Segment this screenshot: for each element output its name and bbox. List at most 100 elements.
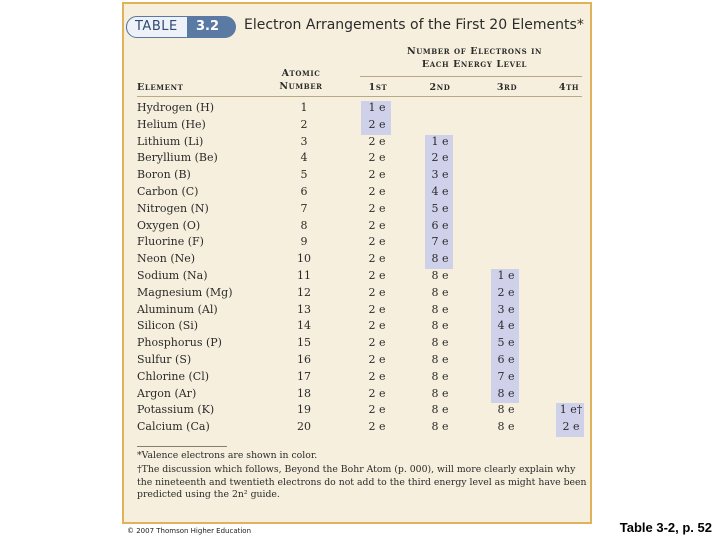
element-name: Sulfur (S) (137, 353, 192, 366)
level-2-electrons: 1 e (431, 134, 449, 148)
element-name: Fluorine (F) (137, 235, 204, 249)
level-1-electrons: 2 e (368, 134, 386, 148)
atomic-number: 7 (300, 201, 308, 215)
valence-highlight-level-1 (361, 101, 391, 135)
table-badge-label: TABLE (126, 16, 188, 38)
level-3-electrons (491, 150, 521, 167)
level-4-electrons (556, 134, 586, 151)
atomic-number: 14 (297, 319, 311, 333)
level-4-electrons: 1 e† (559, 403, 583, 417)
header-level-1: 1st (368, 82, 388, 93)
atomic-number: 15 (297, 336, 311, 350)
atomic-number: 3 (300, 134, 308, 148)
element-name: Magnesium (Mg) (137, 285, 233, 299)
header-level-4: 4th (558, 82, 580, 93)
level-2-electrons: 8 e (431, 319, 449, 333)
level-2-electrons: 8 e (431, 285, 449, 299)
level-3-electrons (491, 251, 521, 268)
element-name: Silicon (Si) (137, 319, 199, 333)
element-name: Boron (B) (137, 168, 191, 182)
level-2-electrons: 5 e (431, 201, 449, 215)
element-name: Nitrogen (N) (137, 201, 209, 215)
level-4-electrons (556, 234, 586, 251)
level-4-electrons (556, 352, 586, 369)
level-3-electrons (491, 234, 521, 251)
level-2-electrons: 8 e (431, 269, 449, 282)
level-1-electrons: 2 e (368, 403, 386, 417)
level-3-electrons: 8 e (497, 386, 515, 400)
atomic-number: 4 (300, 151, 308, 165)
level-1-electrons: 2 e (368, 151, 386, 165)
level-1-electrons: 2 e (368, 168, 386, 182)
element-name: Aluminum (Al) (137, 302, 218, 316)
level-3-electrons: 6 e (497, 353, 515, 366)
footnote-rule (137, 446, 227, 447)
level-3-electrons: 2 e (497, 285, 515, 299)
level-1-electrons: 2 e (368, 319, 386, 333)
header-element: Element (137, 82, 184, 93)
level-3-electrons (491, 100, 521, 117)
level-3-electrons: 7 e (497, 369, 515, 383)
header-level-3: 3rd (496, 82, 518, 93)
level-3-electrons: 3 e (497, 302, 515, 316)
element-name: Chlorine (Cl) (137, 369, 210, 383)
element-name: Carbon (C) (137, 185, 199, 198)
table-title: Electron Arrangements of the First 20 El… (244, 17, 584, 33)
atomic-number: 13 (297, 302, 311, 316)
level-1-electrons: 1 e (368, 101, 386, 114)
level-2-electrons: 8 e (431, 369, 449, 383)
group-header-rule (360, 76, 582, 77)
level-2-electrons: 7 e (431, 235, 449, 249)
level-1-electrons: 2 e (368, 201, 386, 215)
atomic-number: 2 (300, 117, 308, 131)
element-name: Calcium (Ca) (137, 420, 210, 434)
footnote-dagger: †The discussion which follows, Beyond th… (137, 464, 587, 500)
valence-highlight-level-2 (425, 135, 453, 269)
level-2-electrons: 8 e (431, 252, 449, 266)
level-4-electrons (556, 184, 586, 201)
level-2-electrons (425, 117, 455, 134)
group-header: Number of Electrons in Each Energy Level (406, 46, 543, 70)
atomic-number: 9 (300, 235, 308, 249)
level-4-electrons (556, 386, 586, 403)
level-4-electrons (556, 302, 586, 319)
header-rule (137, 96, 582, 97)
header-atomic-number: Atomic Number (279, 68, 323, 92)
valence-highlight-level-3 (491, 269, 519, 403)
atomic-number: 10 (297, 252, 311, 266)
level-1-electrons: 2 e (368, 218, 386, 232)
level-2-electrons: 4 e (431, 185, 449, 198)
level-4-electrons (556, 150, 586, 167)
level-3-electrons: 8 e (497, 420, 515, 434)
level-2-electrons: 2 e (431, 151, 449, 165)
level-4-electrons (556, 251, 586, 268)
atomic-number: 8 (300, 218, 308, 232)
level-1-electrons: 2 e (368, 285, 386, 299)
atomic-number: 5 (300, 168, 308, 182)
element-name: Argon (Ar) (137, 386, 197, 400)
level-1-electrons: 2 e (368, 420, 386, 434)
level-4-electrons (556, 167, 586, 184)
atomic-number: 20 (297, 420, 311, 434)
atomic-number: 19 (297, 403, 311, 417)
atomic-number: 12 (297, 285, 311, 299)
level-3-electrons (491, 167, 521, 184)
element-name: Potassium (K) (137, 403, 215, 417)
element-name: Beryllium (Be) (137, 151, 218, 165)
level-2-electrons: 8 e (431, 386, 449, 400)
level-2-electrons: 8 e (431, 302, 449, 316)
element-name: Lithium (Li) (137, 134, 204, 148)
level-2-electrons: 3 e (431, 168, 449, 182)
level-4-electrons (556, 335, 586, 352)
footnote-valence: *Valence electrons are shown in color. (137, 450, 318, 461)
level-3-electrons (491, 218, 521, 235)
level-1-electrons: 2 e (368, 252, 386, 266)
level-1-electrons: 2 e (368, 336, 386, 350)
level-2-electrons: 6 e (431, 218, 449, 232)
level-3-electrons (491, 134, 521, 151)
valence-highlight-level-4 (556, 403, 584, 437)
atomic-number: 1 (300, 101, 308, 114)
level-4-electrons (556, 285, 586, 302)
level-2-electrons: 8 e (431, 420, 449, 434)
level-4-electrons (556, 268, 586, 285)
